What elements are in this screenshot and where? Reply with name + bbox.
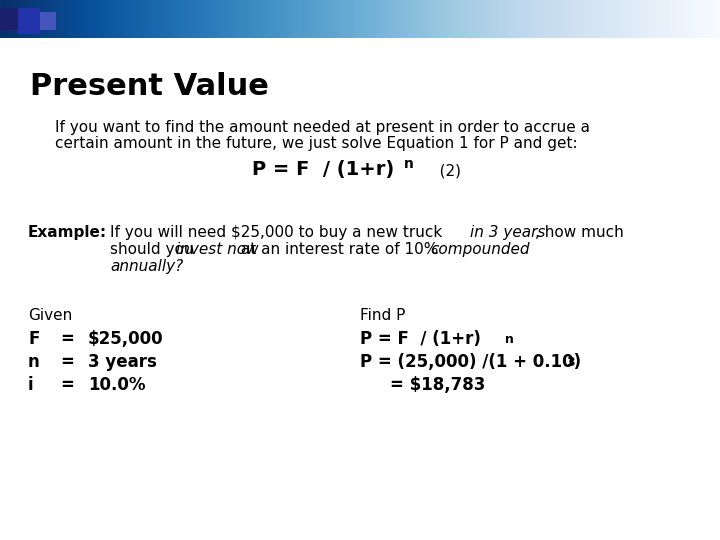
- Bar: [0, 8, 18, 30]
- Text: Given: Given: [28, 308, 72, 323]
- Text: Find P: Find P: [360, 308, 405, 323]
- Text: 3: 3: [566, 356, 575, 369]
- Bar: [40, 12, 56, 30]
- Text: Example:: Example:: [28, 225, 107, 240]
- Text: P = (25,000) /(1 + 0.10): P = (25,000) /(1 + 0.10): [360, 353, 581, 371]
- Text: n: n: [28, 353, 40, 371]
- Text: P = F  / (1+r): P = F / (1+r): [252, 160, 395, 179]
- Text: compounded: compounded: [430, 242, 529, 257]
- Text: in 3 years: in 3 years: [470, 225, 545, 240]
- Text: =: =: [60, 376, 74, 394]
- Bar: [18, 8, 40, 34]
- Text: i: i: [28, 376, 34, 394]
- Text: $25,000: $25,000: [88, 330, 163, 348]
- Text: If you will need $25,000 to buy a new truck: If you will need $25,000 to buy a new tr…: [110, 225, 447, 240]
- Text: =: =: [60, 353, 74, 371]
- Text: certain amount in the future, we just solve Equation 1 for P and get:: certain amount in the future, we just so…: [55, 136, 577, 151]
- Text: (2): (2): [425, 163, 461, 178]
- Text: , how much: , how much: [535, 225, 624, 240]
- Text: = $18,783: = $18,783: [390, 376, 485, 394]
- Text: n: n: [505, 333, 514, 346]
- Text: =: =: [60, 330, 74, 348]
- Text: P = F  / (1+r): P = F / (1+r): [360, 330, 481, 348]
- Text: 10.0%: 10.0%: [88, 376, 145, 394]
- Text: Present Value: Present Value: [30, 72, 269, 101]
- Text: annually?: annually?: [110, 259, 184, 274]
- Text: should you: should you: [110, 242, 199, 257]
- Text: F: F: [28, 330, 40, 348]
- Text: If you want to find the amount needed at present in order to accrue a: If you want to find the amount needed at…: [55, 120, 590, 135]
- Text: at an interest rate of 10%: at an interest rate of 10%: [236, 242, 444, 257]
- Text: 3 years: 3 years: [88, 353, 157, 371]
- Text: invest now: invest now: [176, 242, 258, 257]
- Text: n: n: [404, 157, 414, 171]
